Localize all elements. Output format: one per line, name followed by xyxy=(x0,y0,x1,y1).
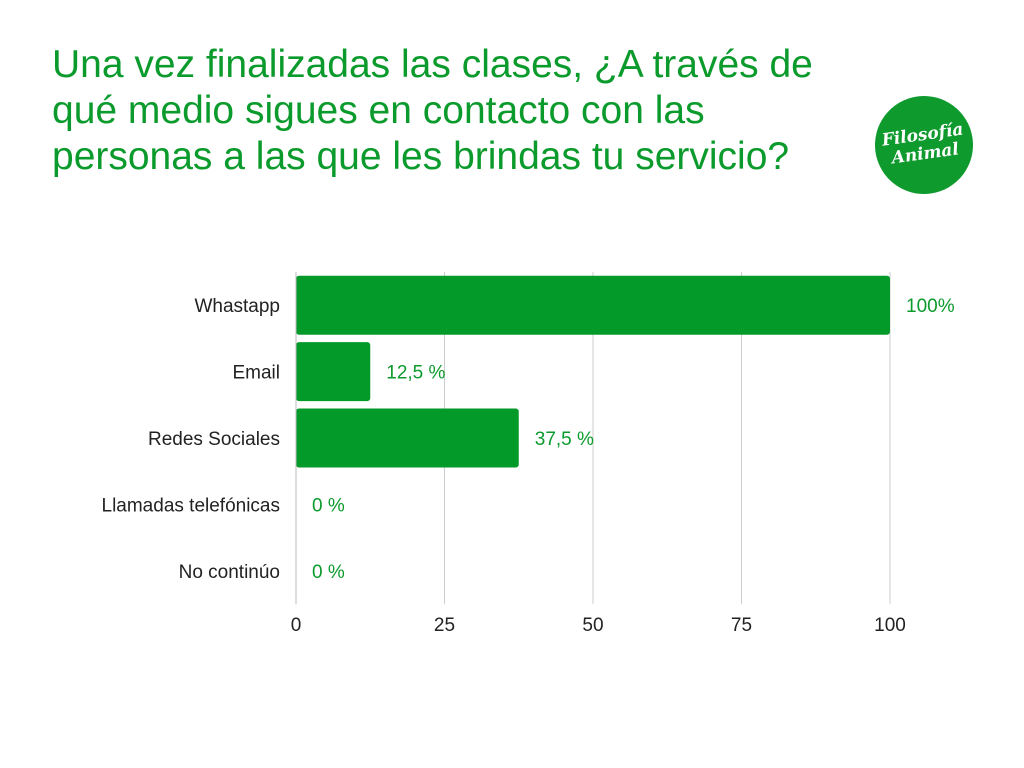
category-label-2: Redes Sociales xyxy=(148,429,280,450)
data-label-3: 0 % xyxy=(312,495,345,516)
category-label-1: Email xyxy=(232,363,280,384)
filosofia-animal-logo: Filosofía Animal xyxy=(868,89,980,201)
x-tick-label-2: 50 xyxy=(582,615,603,636)
x-tick-label-0: 0 xyxy=(291,615,302,636)
category-label-4: No continúo xyxy=(179,562,280,583)
bar-2 xyxy=(296,408,519,468)
category-label-0: Whastapp xyxy=(194,296,280,317)
data-label-4: 0 % xyxy=(312,562,345,583)
bar-0 xyxy=(296,275,890,335)
x-tick-label-4: 100 xyxy=(874,615,906,636)
chart-title: Una vez finalizadas las clases, ¿A travé… xyxy=(52,43,813,178)
bar-1 xyxy=(296,342,371,402)
x-tick-label-1: 25 xyxy=(434,615,455,636)
category-label-3: Llamadas telefónicas xyxy=(102,495,281,516)
data-label-2: 37,5 % xyxy=(535,429,594,450)
x-tick-label-3: 75 xyxy=(731,615,752,636)
data-label-1: 12,5 % xyxy=(386,363,445,384)
data-label-0: 100% xyxy=(906,296,955,317)
